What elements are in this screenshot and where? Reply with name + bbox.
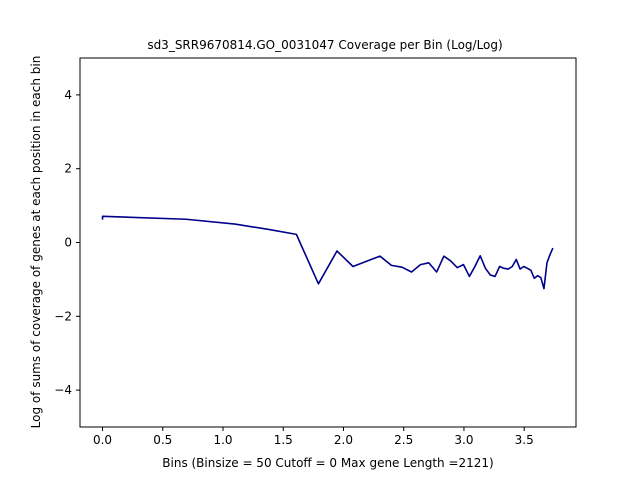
x-tick-label: 2.5 [394, 433, 413, 447]
x-tick-label: 1.5 [274, 433, 293, 447]
x-axis: 0.0 0.5 1.0 1.5 2.0 2.5 3.0 3.5 [93, 427, 534, 447]
y-axis: −4 −2 0 2 4 [54, 88, 80, 397]
y-tick-label: 2 [64, 162, 72, 176]
series-line-0 [101, 215, 554, 290]
chart-title: sd3_SRR9670814.GO_0031047 Coverage per B… [147, 38, 502, 52]
y-tick-label: −4 [54, 383, 72, 397]
x-tick-label: 1.0 [213, 433, 232, 447]
x-tick-label: 2.0 [334, 433, 353, 447]
x-tick-label: 3.0 [454, 433, 473, 447]
x-axis-label: Bins (Binsize = 50 Cutoff = 0 Max gene L… [162, 456, 493, 470]
x-tick-label: 0.0 [93, 433, 112, 447]
y-tick-label: 4 [64, 88, 72, 102]
y-tick-label: 0 [64, 236, 72, 250]
y-axis-label: Log of sums of coverage of genes at each… [29, 56, 43, 429]
plot-line-layer [101, 215, 554, 290]
x-tick-label: 3.5 [515, 433, 534, 447]
plot-frame [79, 57, 577, 428]
x-tick-label: 0.5 [153, 433, 172, 447]
y-tick-label: −2 [54, 309, 72, 323]
